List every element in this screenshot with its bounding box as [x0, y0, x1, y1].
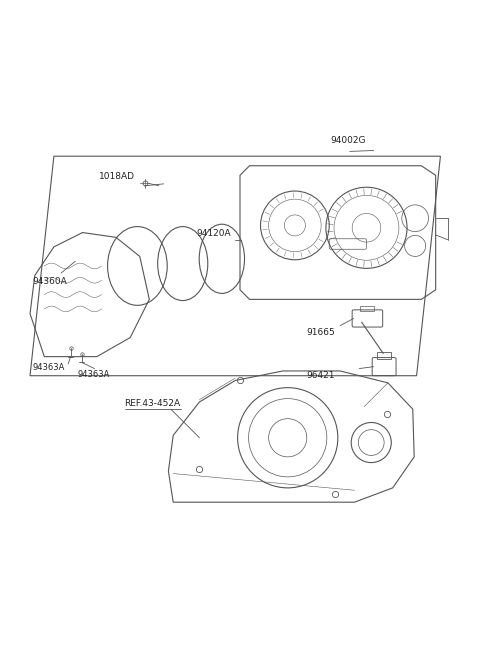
- Text: 91665: 91665: [307, 328, 336, 337]
- Text: 94002G: 94002G: [331, 136, 366, 146]
- Text: 94360A: 94360A: [33, 277, 67, 286]
- Text: 94363A: 94363A: [33, 363, 65, 372]
- Bar: [377, 352, 391, 359]
- Text: 1018AD: 1018AD: [99, 172, 135, 181]
- Text: 94363A: 94363A: [78, 370, 110, 379]
- Text: 94120A: 94120A: [196, 230, 231, 239]
- Bar: [360, 306, 373, 312]
- Text: 96421: 96421: [307, 371, 336, 380]
- Text: REF.43-452A: REF.43-452A: [124, 399, 180, 408]
